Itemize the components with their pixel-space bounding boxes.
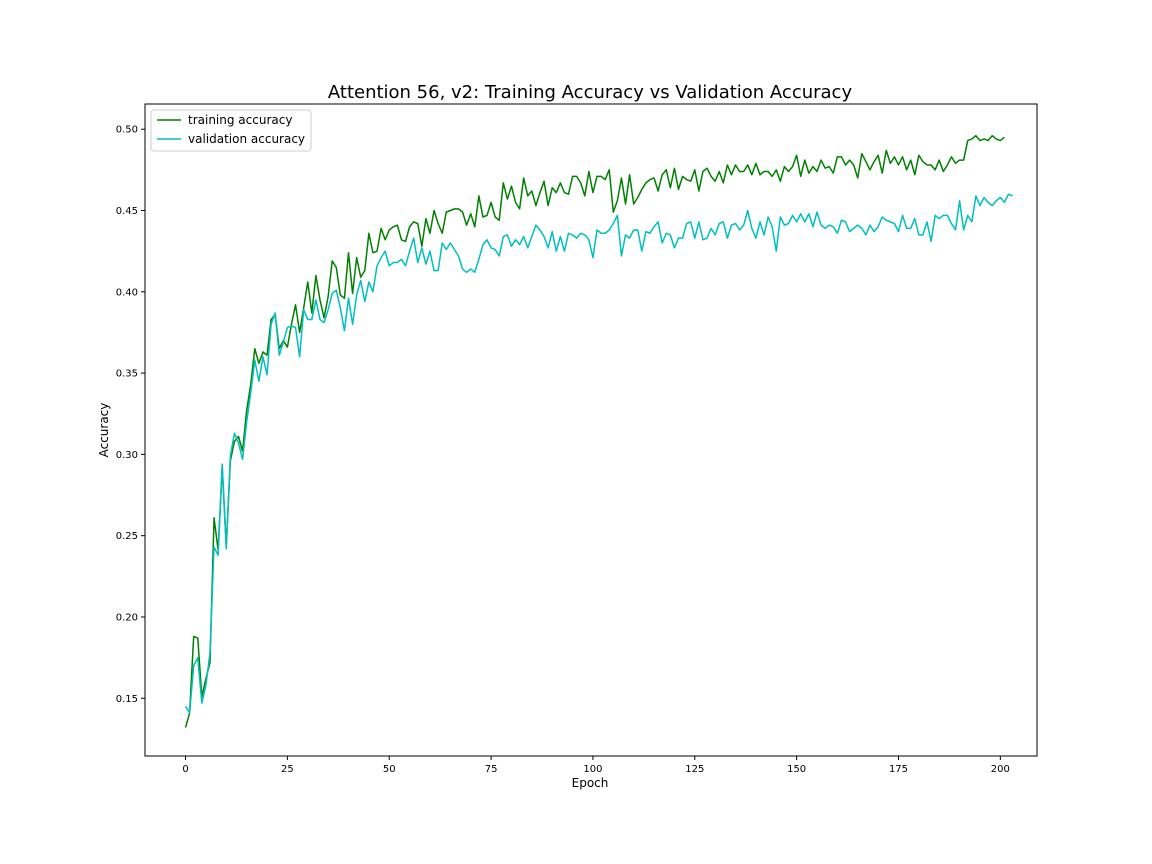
x-tick-label: 175: [889, 764, 908, 775]
y-tick-label: 0.45: [116, 206, 138, 217]
y-tick-label: 0.25: [116, 531, 138, 542]
x-tick-label: 75: [485, 764, 498, 775]
series-line-training-accuracy: [184, 134, 1005, 728]
legend-label-training-accuracy: training accuracy: [188, 113, 292, 127]
legend: training accuracy validation accuracy: [150, 109, 312, 152]
y-tick-label: 0.30: [116, 450, 138, 461]
x-tick-label: 150: [787, 764, 806, 775]
legend-label-validation-accuracy: validation accuracy: [188, 132, 305, 146]
y-tick-label: 0.35: [116, 369, 138, 380]
series-line-validation-accuracy: [184, 193, 1013, 714]
x-tick-label: 25: [281, 764, 294, 775]
y-axis-title: Accuracy: [97, 403, 111, 458]
y-tick-label: 0.15: [116, 694, 138, 705]
legend-box: [150, 109, 312, 152]
plot-area: 0 25 50 75 100 125 150 175 200 0.150.200.250.300…: [116, 103, 1038, 775]
x-tick-label: 50: [383, 764, 396, 775]
x-axis-title: Epoch: [572, 776, 609, 790]
y-axis-ticks: 0.15 0.20 0.25 0.30 0.35 0.40 0.45 0.50: [116, 125, 145, 705]
series-lines: [184, 134, 1013, 728]
x-tick-label: 200: [991, 764, 1010, 775]
x-tick-label: 125: [685, 764, 704, 775]
y-tick-label: 0.20: [116, 612, 138, 623]
chart-title: Attention 56, v2: Training Accuracy vs V…: [328, 82, 853, 103]
y-tick-label: 0.50: [116, 125, 138, 136]
y-tick-label: 0.40: [116, 287, 138, 298]
x-tick-label: 0: [182, 764, 188, 775]
x-tick-label: 100: [583, 764, 602, 775]
x-axis-ticks: 0 25 50 75 100 125 150 175 200: [182, 756, 1010, 775]
axes-frame: [144, 103, 1038, 757]
